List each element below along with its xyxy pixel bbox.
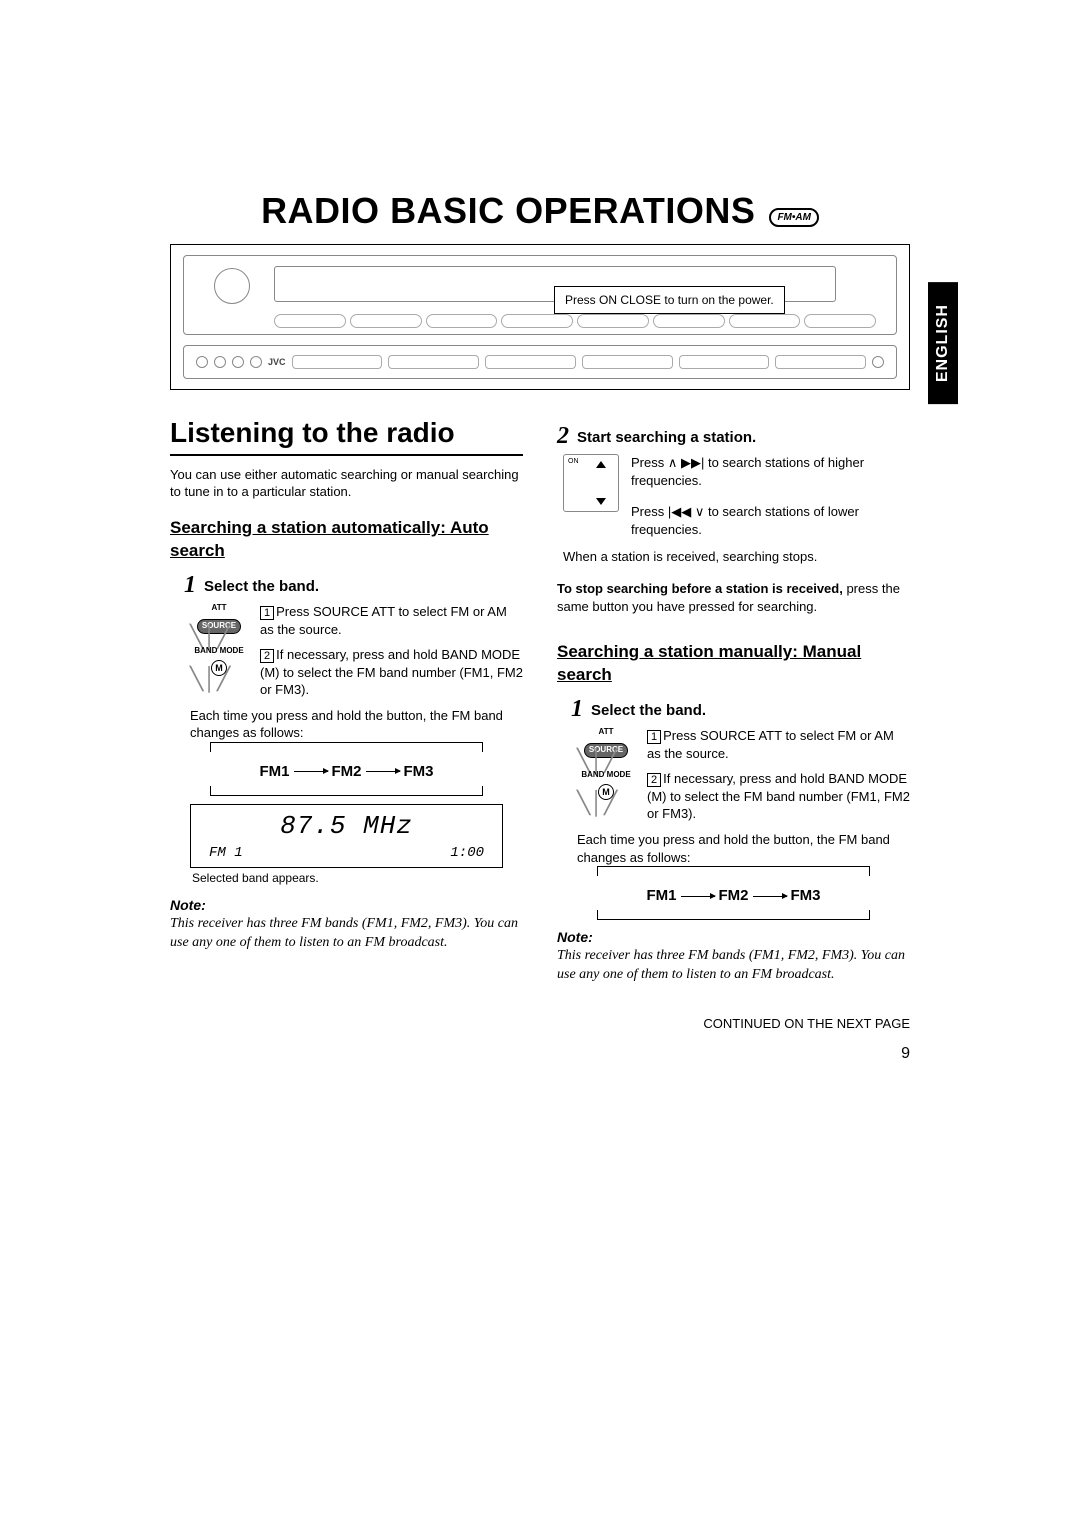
page-number: 9 bbox=[557, 1043, 910, 1065]
note-heading: Note: bbox=[557, 928, 910, 947]
cycle-intro: Each time you press and hold the button,… bbox=[190, 707, 523, 742]
note-body: This receiver has three FM bands (FM1, F… bbox=[170, 915, 523, 953]
band-mode-button-diagram: BAND MODE M ╲│╱ bbox=[577, 770, 635, 806]
note-heading: Note: bbox=[170, 896, 523, 915]
band-mode-button-diagram: BAND MODE M ╲│╱ bbox=[190, 646, 248, 682]
intro-text: You can use either automatic searching o… bbox=[170, 466, 523, 501]
power-callout: Press ON CLOSE to turn on the power. bbox=[554, 286, 785, 314]
substep-text: If necessary, press and hold BAND MODE (… bbox=[260, 647, 523, 697]
note-body: This receiver has three FM bands (FM1, F… bbox=[557, 947, 910, 985]
lcd-display-diagram: 87.5 MHz FM 11:00 bbox=[190, 804, 503, 868]
listening-heading: Listening to the radio bbox=[170, 414, 523, 456]
received-text: When a station is received, searching st… bbox=[563, 548, 910, 566]
auto-search-heading: Searching a station automatically: Auto … bbox=[170, 517, 523, 563]
search-down-text: Press |◀◀ ∨ to search stations of lower … bbox=[631, 503, 910, 538]
substep-number: 1 bbox=[260, 606, 274, 620]
step-title: Select the band. bbox=[204, 573, 319, 597]
fm-am-badge-icon: FM•AM bbox=[769, 208, 819, 227]
language-tab: ENGLISH bbox=[928, 282, 958, 404]
step-title: Select the band. bbox=[591, 697, 706, 721]
fm-cycle-diagram: FM1FM2FM3 bbox=[557, 886, 910, 906]
substep-text: Press SOURCE ATT to select FM or AM as t… bbox=[647, 728, 894, 761]
right-column: 2 Start searching a station. ON Press ∧ … bbox=[557, 414, 910, 1064]
substep-text: Press SOURCE ATT to select FM or AM as t… bbox=[260, 604, 507, 637]
stop-searching-text: To stop searching before a station is re… bbox=[557, 580, 910, 615]
left-column: Listening to the radio You can use eithe… bbox=[170, 414, 523, 1064]
substep-number: 2 bbox=[647, 773, 661, 787]
substep-number: 2 bbox=[260, 649, 274, 663]
device-illustration: Press ON CLOSE to turn on the power. JVC bbox=[170, 244, 910, 390]
page-title: RADIO BASIC OPERATIONS bbox=[261, 190, 755, 232]
control-panel-diagram: JVC bbox=[183, 345, 897, 379]
manual-search-heading: Searching a station manually: Manual sea… bbox=[557, 641, 910, 687]
step-title: Start searching a station. bbox=[577, 424, 756, 448]
lcd-caption: Selected band appears. bbox=[192, 870, 523, 886]
step-number: 1 bbox=[184, 573, 196, 597]
cycle-intro: Each time you press and hold the button,… bbox=[577, 831, 910, 866]
faceplate-diagram: Press ON CLOSE to turn on the power. bbox=[183, 255, 897, 335]
search-buttons-diagram: ON bbox=[563, 454, 619, 512]
source-button-diagram: ATT SOURCE ╲│╱ bbox=[190, 603, 248, 640]
substep-number: 1 bbox=[647, 730, 661, 744]
substep-text: If necessary, press and hold BAND MODE (… bbox=[647, 771, 910, 821]
step-number: 2 bbox=[557, 424, 569, 448]
continued-text: CONTINUED ON THE NEXT PAGE bbox=[557, 1015, 910, 1033]
source-button-diagram: ATT SOURCE ╲│╱ bbox=[577, 727, 635, 764]
fm-cycle-diagram: FM1FM2FM3 bbox=[170, 762, 523, 782]
step-number: 1 bbox=[571, 697, 583, 721]
search-up-text: Press ∧ ▶▶| to search stations of higher… bbox=[631, 454, 910, 489]
